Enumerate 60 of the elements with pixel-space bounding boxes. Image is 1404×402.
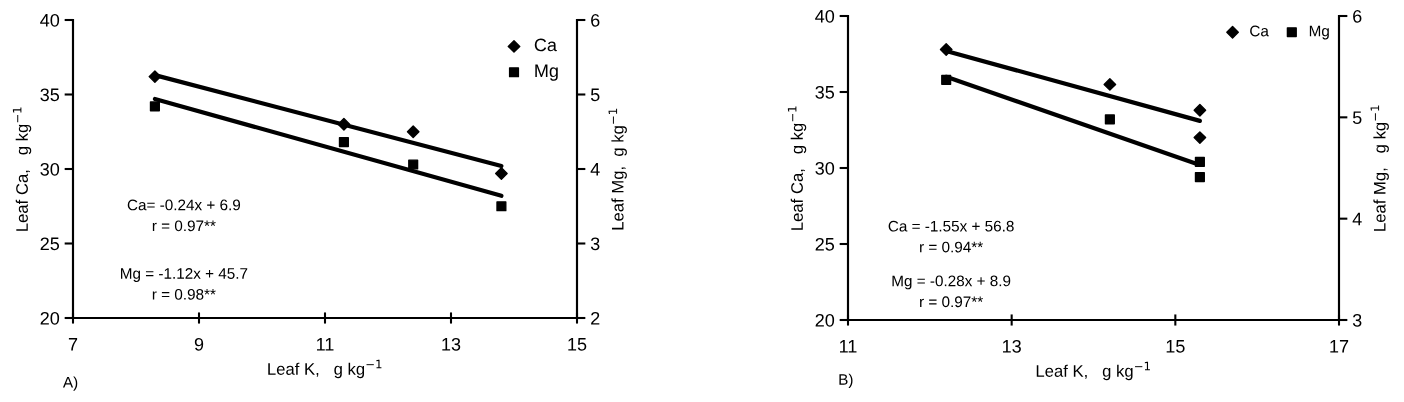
y-tick-label: 25 [40,237,60,251]
y2-tick-label: 4 [590,163,600,176]
y2-tick-label: 6 [1353,9,1362,23]
y2-tick-label: 6 [591,13,600,27]
x-tick-label: 11 [840,340,857,353]
point [337,117,351,131]
point [406,125,420,139]
point [1104,114,1115,125]
x-tick-label: 13 [1003,339,1021,353]
y2-axis-title: Leaf Mg, g kg$^{−1}$ [1370,105,1389,231]
point [494,167,508,180]
y-tick-label: 35 [40,88,60,102]
point [1103,77,1117,91]
point [408,159,419,170]
annotation: Ca= -0.24x + 6.9 r = 0.97** [127,199,241,232]
y-tick-label: 40 [815,9,835,23]
point [941,74,952,85]
legend-label: Mg [1309,25,1329,40]
text: B) [839,373,853,388]
y2-tick-label: 4 [1352,212,1362,226]
y2-tick-label: 5 [1352,111,1362,125]
point [148,70,162,84]
x-tick-label: 15 [1166,340,1185,353]
y-axis-title: Leaf Ca, g kg$^{−1}$ [12,107,32,231]
annotation: Mg = -1.12x + 45.7 r = 0.98** [121,268,248,300]
x-tick-label: 17 [1330,340,1349,353]
point [1193,103,1207,117]
y-tick-label: 30 [815,161,835,175]
y-tick-label: 20 [815,313,835,327]
y-tick-label: 25 [815,237,835,251]
text: A) [62,376,78,391]
point [1193,131,1207,145]
y2-tick-label: 3 [1352,313,1362,327]
x-tick-label: 11 [317,338,334,351]
point [149,101,160,112]
point [1194,156,1205,168]
x-tick-label: 7 [68,338,78,351]
y-axis-title: Leaf Ca, g kg$^{−1}$ [787,106,807,230]
legend-label: Ca [534,38,557,52]
y-tick-label: 40 [40,13,60,27]
y2-axis-title: Leaf Mg, g kg$^{−1}$ [608,108,627,230]
legend-label: Ca [1250,25,1269,37]
x-axis-title: Leaf K, g kg$^{−1}$ [1036,361,1150,381]
point [338,137,349,148]
y2-tick-label: 3 [590,237,600,251]
legend-label: Mg [535,64,558,81]
y2-tick-label: 5 [590,88,600,102]
annotation: Ca = -1.55x + 56.8 r = 0.94** [888,220,1014,253]
x-tick-label: 15 [568,338,587,351]
y-tick-label: 20 [40,311,60,325]
y-tick-label: 30 [40,162,60,176]
x-tick-label: 13 [442,337,461,351]
annotation: Mg = -0.28x + 8.9 r = 0.97** [892,275,1011,308]
x-axis-title: Leaf K, g kg$^{−1}$ [268,359,382,379]
x-tick-label: 9 [194,337,204,351]
y2-tick-label: 2 [591,311,600,325]
point [496,201,507,212]
y-tick-label: 35 [815,85,835,99]
point [1194,172,1205,183]
point [939,43,953,56]
